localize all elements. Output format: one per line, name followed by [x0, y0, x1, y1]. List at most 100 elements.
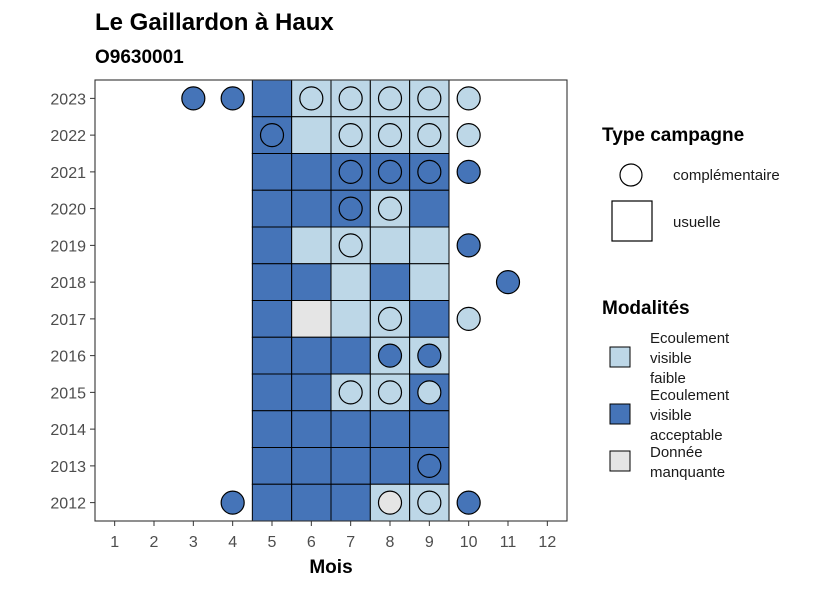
point-2020-7: [338, 196, 363, 221]
legend-modalites-title: Modalités: [602, 298, 690, 319]
y-tick-label-2022: 2022: [50, 128, 86, 145]
tile-2019-9: [409, 226, 450, 265]
x-tick-label-5: 5: [268, 534, 277, 551]
y-tick-label-2017: 2017: [50, 312, 86, 329]
tile-2016-6: [291, 336, 332, 375]
point-2015-8: [377, 380, 403, 405]
x-tick-label-11: 11: [500, 534, 517, 551]
legend-label-acceptable: Ecoulement visible acceptable: [650, 387, 733, 444]
point-2016-8: [377, 343, 403, 368]
tile-2019-7: [330, 226, 371, 265]
tile-2022-6: [291, 116, 332, 154]
tile-2021-6: [291, 153, 332, 191]
tile-2018-7: [330, 263, 371, 301]
tile-2013-7: [330, 447, 371, 485]
point-2021-7: [338, 159, 363, 184]
y-tick-label-2013: 2013: [50, 459, 86, 476]
tile-2014-7: [330, 410, 371, 448]
point-2023-10: [456, 86, 481, 111]
tile-2020-9: [409, 189, 450, 228]
point-2022-5: [259, 123, 285, 148]
tile-2014-8: [369, 410, 411, 448]
point-2023-7: [338, 86, 363, 111]
x-axis: 1 2 3 4 5 6 7 8 9 10 11 12: [110, 521, 556, 551]
point-2015-9: [417, 380, 442, 405]
legend-label-manquante: Donnée manquante: [650, 444, 725, 481]
x-axis-title: Mois: [309, 557, 352, 578]
legend-label-faible: Ecoulement visible faible: [650, 330, 733, 387]
tile-2013-8: [369, 447, 411, 485]
tile-2019-5: [251, 226, 293, 265]
legend-label-manquante-line2: manquante: [650, 464, 725, 481]
legend-square-symbol: [611, 200, 653, 242]
point-2013-9: [417, 453, 442, 478]
tile-2017-5: [251, 300, 293, 338]
x-tick-label-8: 8: [386, 534, 395, 551]
tile-2018-9: [409, 263, 450, 301]
tile-2012-7: [330, 483, 371, 522]
point-2021-8: [377, 159, 403, 184]
tile-2020-5: [251, 189, 293, 228]
tile-2017-7: [330, 300, 371, 338]
legend-type-campagne: Type campagne complémentaire usuelle: [602, 125, 780, 242]
point-2023-4: [220, 86, 245, 111]
point-2016-9: [417, 343, 442, 368]
tile-2015-6: [291, 373, 332, 412]
chart-title: Le Gaillardon à Haux: [95, 9, 334, 36]
tile-2023-5: [251, 79, 293, 118]
tile-2018-6: [291, 263, 332, 301]
x-tick-label-2: 2: [150, 534, 159, 551]
point-2012-9: [417, 490, 442, 515]
point-2018-11: [495, 270, 521, 295]
y-axis: 2012 2013 2014 2015 2016 2017 2018 2019 2020 2021…: [50, 91, 95, 513]
x-tick-label-7: 7: [346, 534, 355, 551]
legend-type-label-usuelle: usuelle: [673, 214, 721, 231]
point-2017-8: [377, 306, 403, 331]
tile-2013-5: [251, 447, 293, 485]
y-tick-label-2018: 2018: [50, 275, 86, 292]
plot-panel-border: [94, 79, 568, 522]
y-tick-label-2020: 2020: [50, 202, 86, 219]
tile-2019-6: [291, 226, 332, 265]
tile-2013-6: [291, 447, 332, 485]
point-2021-9: [417, 159, 442, 184]
y-tick-label-2016: 2016: [50, 349, 86, 366]
y-tick-label-2019: 2019: [50, 238, 86, 255]
legend-circle-symbol: [619, 163, 643, 187]
point-2022-9: [417, 123, 442, 148]
point-2022-8: [377, 123, 403, 148]
tile-2014-9: [409, 410, 450, 448]
point-2023-8: [377, 86, 403, 111]
x-tick-label-12: 12: [538, 534, 556, 551]
legend-label-faible-line2: visible: [650, 350, 692, 367]
y-tick-label-2023: 2023: [50, 91, 86, 108]
points-layer: [181, 86, 521, 515]
point-2012-10: [456, 490, 481, 515]
chart-subtitle: O9630001: [95, 47, 184, 68]
tile-2012-6: [291, 483, 332, 522]
legend-swatch-manquante: [609, 450, 631, 472]
point-2023-3: [181, 86, 206, 111]
legend-swatch-faible: [609, 346, 631, 368]
point-2022-7: [338, 123, 363, 148]
tile-2014-5: [251, 410, 293, 448]
tile-2016-5: [251, 336, 293, 375]
tile-2020-6: [291, 189, 332, 228]
legend-label-manquante-line1: Donnée: [650, 444, 703, 461]
tile-2018-8: [369, 263, 411, 301]
tile-2017-9: [409, 300, 450, 338]
legend-swatch-acceptable: [609, 403, 631, 425]
tile-2012-5: [251, 483, 293, 522]
y-tick-label-2014: 2014: [50, 422, 86, 439]
x-tick-label-9: 9: [425, 534, 434, 551]
tile-2014-6: [291, 410, 332, 448]
tile-2017-6: [291, 300, 332, 338]
tile-2018-5: [251, 263, 293, 301]
point-2019-7: [338, 233, 363, 258]
legend-modalites: Modalités Ecoulement visible faible Ecou…: [602, 298, 733, 481]
tiles-layer: [251, 79, 450, 522]
legend-label-faible-line3: faible: [650, 370, 686, 387]
point-2022-10: [456, 123, 481, 148]
x-tick-label-6: 6: [307, 534, 316, 551]
